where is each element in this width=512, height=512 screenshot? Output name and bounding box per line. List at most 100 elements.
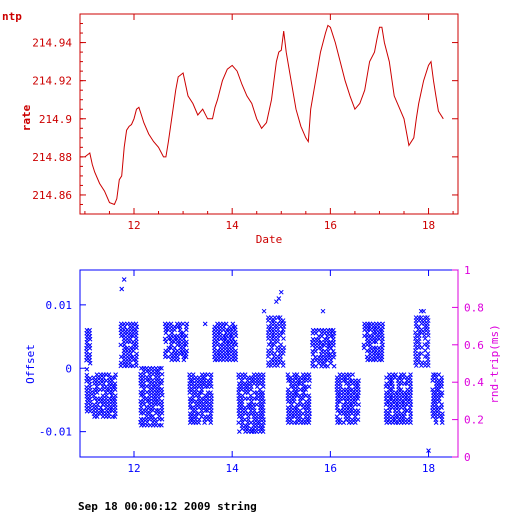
offset-point [408,420,413,425]
offset-point [159,380,164,386]
offset-point [280,330,286,335]
rate-y-tick-label: 214.92 [32,75,72,88]
offset-point [355,411,361,416]
header-label: ntp [2,10,22,23]
offset-point [260,429,266,434]
offset-x-tick-label: 14 [226,462,240,475]
rate-x-tick-label: 12 [127,219,140,232]
footer-timestamp: Sep 18 00:00:12 2009 string [78,500,257,512]
rate-y-tick-label: 214.94 [32,37,72,50]
rndtrip-y-tick-label: 1 [464,264,471,277]
offset-point [106,414,112,419]
offset-point [159,365,164,371]
offset-point [439,384,444,389]
offset-point [265,354,271,359]
offset-point [112,375,118,380]
offset-point [350,372,355,377]
offset-point [356,402,362,407]
offset-point [87,408,93,414]
offset-point [134,345,139,351]
offset-point [337,420,343,425]
offset-point [119,286,125,292]
offset-point [337,399,343,404]
offset-axis-ticks: 12 14 16 18 -0.01 0 0.01 [39,270,435,475]
offset-point [112,387,118,392]
rate-series-line [84,24,444,206]
rndtrip-y-tick-label: 0.8 [464,301,484,314]
offset-point [425,333,431,338]
rndtrip-y-tick-label: 0.6 [464,339,484,352]
offset-point [307,378,312,383]
offset-point [280,363,286,368]
rate-x-axis-label: Date [256,233,283,246]
offset-point [306,420,312,425]
offset-point [159,422,164,428]
rate-x-tick-label: 14 [226,219,240,232]
offset-point [425,363,431,368]
offset-point [331,342,336,348]
offset-point [196,420,201,425]
offset-chart: 12 14 16 18 -0.01 0 0.01 0 0.2 0.4 0.6 0.8 1 Offset… [24,264,501,475]
offset-y-tick-label: -0.01 [39,426,72,439]
rate-axis-ticks: 12 14 16 18 214.86 214.88 214.9 214.92 214.94 [32,13,458,232]
offset-point [112,414,118,419]
offset-point [306,384,312,389]
rate-x-tick-label: 16 [324,219,337,232]
offset-y-axis-label: Offset [24,344,37,384]
offset-point [183,354,189,360]
offset-point [181,357,187,363]
offset-point [87,336,93,342]
offset-point [254,429,259,434]
rate-y-tick-label: 214.9 [39,113,72,126]
offset-point [276,296,282,301]
offset-point [321,342,327,348]
offset-point [425,345,431,350]
offset-points [84,277,445,454]
offset-x-tick-label: 16 [324,462,337,475]
rate-y-tick-label: 214.88 [32,151,72,164]
offset-y-tick-label: 0.01 [46,299,73,312]
offset-point [208,384,214,389]
offset-point [121,277,127,282]
rate-chart: 12 14 16 18 214.86 214.88 214.9 214.92 214.94 ra… [20,13,459,246]
offset-x-tick-label: 18 [422,462,435,475]
offset-point [183,333,189,339]
rndtrip-y-tick-label: 0 [464,451,471,464]
offset-point [331,354,336,360]
offset-point [260,384,266,389]
offset-point [280,351,286,356]
offset-point [159,392,165,398]
offset-point [249,429,255,434]
offset-point [439,405,444,410]
rate-x-tick-label: 18 [422,219,435,232]
rndtrip-y-tick-label: 0.2 [464,414,484,427]
offset-point [208,420,214,425]
offset-point [320,308,326,314]
offset-point [421,308,426,314]
rate-y-tick-label: 214.86 [32,189,72,202]
offset-point [202,321,208,327]
offset-point [355,417,361,422]
rndtrip-axis-ticks: 0 0.2 0.4 0.6 0.8 1 [452,264,484,464]
offset-point [87,360,93,366]
offset-point [331,363,337,369]
offset-point [379,357,385,363]
offset-point [159,410,165,416]
offset-point [355,396,361,401]
offset-x-tick-label: 12 [127,462,140,475]
offset-point [233,342,239,348]
offset-point [183,342,189,348]
offset-point [439,393,444,398]
offset-point [341,420,347,425]
offset-point [159,416,165,422]
offset-point [175,357,181,363]
offset-point [278,289,284,295]
rate-plot-frame [79,13,459,215]
rndtrip-y-axis-label: rnd-trip(ms) [488,324,501,403]
offset-point [261,308,267,314]
offset-point [233,357,239,363]
offset-point [274,299,279,305]
offset-point [426,448,431,454]
offset-point [419,351,424,356]
